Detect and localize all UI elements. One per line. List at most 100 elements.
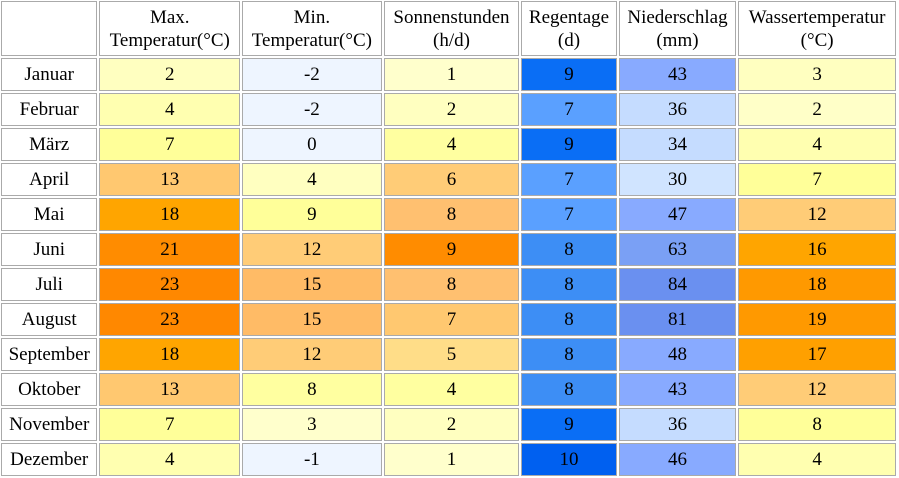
table-row: Januar 2 -2 1 9 43 3 (1, 58, 896, 91)
value-cell: 9 (383, 233, 520, 266)
value-cell: 12 (738, 198, 896, 231)
column-header: Max. Temperatur(°C) (99, 1, 241, 56)
month-cell: November (1, 408, 98, 441)
value-cell: 13 (99, 163, 241, 196)
month-cell: April (1, 163, 98, 196)
value-cell: 36 (618, 408, 737, 441)
value-cell: 8 (242, 373, 382, 406)
value-cell: 6 (383, 163, 520, 196)
value-cell: 23 (99, 268, 241, 301)
value-cell: 4 (99, 93, 241, 126)
value-cell: 43 (618, 373, 737, 406)
value-cell: 10 (521, 443, 617, 476)
table-row: Juni 21 12 9 8 63 16 (1, 233, 896, 266)
value-cell: 48 (618, 338, 737, 371)
value-cell: 7 (383, 303, 520, 336)
value-cell: 9 (242, 198, 382, 231)
value-cell: 19 (738, 303, 896, 336)
value-cell: 43 (618, 58, 737, 91)
value-cell: 12 (242, 233, 382, 266)
value-cell: 21 (99, 233, 241, 266)
month-cell: August (1, 303, 98, 336)
month-cell: Oktober (1, 373, 98, 406)
value-cell: 7 (738, 163, 896, 196)
value-cell: 81 (618, 303, 737, 336)
value-cell: 3 (738, 58, 896, 91)
value-cell: 0 (242, 128, 382, 161)
value-cell: 8 (383, 268, 520, 301)
value-cell: 13 (99, 373, 241, 406)
value-cell: 47 (618, 198, 737, 231)
value-cell: 16 (738, 233, 896, 266)
value-cell: 17 (738, 338, 896, 371)
value-cell: 2 (383, 93, 520, 126)
value-cell: 4 (383, 373, 520, 406)
column-header: Niederschlag (mm) (618, 1, 737, 56)
value-cell: 7 (521, 198, 617, 231)
column-header: Sonnenstunden (h/d) (383, 1, 520, 56)
month-cell: Mai (1, 198, 98, 231)
value-cell: 15 (242, 303, 382, 336)
header-line: (mm) (656, 29, 699, 51)
value-cell: -2 (242, 58, 382, 91)
month-cell: Januar (1, 58, 98, 91)
header-line: Max. (149, 6, 190, 28)
column-header: Min. Temperatur(°C) (242, 1, 382, 56)
header-line: Sonnenstunden (393, 6, 510, 28)
value-cell: 2 (383, 408, 520, 441)
value-cell: -1 (242, 443, 382, 476)
value-cell: 34 (618, 128, 737, 161)
table-row: April 13 4 6 7 30 7 (1, 163, 896, 196)
value-cell: 8 (521, 303, 617, 336)
value-cell: 2 (738, 93, 896, 126)
header-line: (°C) (800, 29, 834, 51)
header-line: (d) (557, 29, 581, 51)
value-cell: 12 (738, 373, 896, 406)
header-line: Temperatur(°C) (109, 29, 230, 51)
header-line: Min. (293, 6, 331, 28)
value-cell: 18 (99, 338, 241, 371)
value-cell: 4 (738, 128, 896, 161)
header-line: Regentage (528, 6, 610, 28)
month-cell: Dezember (1, 443, 98, 476)
value-cell: 5 (383, 338, 520, 371)
value-cell: 18 (738, 268, 896, 301)
value-cell: 30 (618, 163, 737, 196)
value-cell: 36 (618, 93, 737, 126)
value-cell: 15 (242, 268, 382, 301)
value-cell: 8 (383, 198, 520, 231)
header-line: Wassertemperatur (748, 6, 886, 28)
corner-cell (1, 1, 98, 56)
value-cell: 3 (242, 408, 382, 441)
header-row: Max. Temperatur(°C) Min. Temperatur(°C) Sonn… (1, 1, 896, 56)
column-header: Regentage (d) (521, 1, 617, 56)
month-cell: September (1, 338, 98, 371)
table-row: Dezember 4 -1 1 10 46 4 (1, 443, 896, 476)
column-header: Wassertemperatur (°C) (738, 1, 896, 56)
month-cell: Juli (1, 268, 98, 301)
month-cell: März (1, 128, 98, 161)
value-cell: 7 (99, 128, 241, 161)
value-cell: 1 (383, 58, 520, 91)
table-row: März 7 0 4 9 34 4 (1, 128, 896, 161)
table-row: Juli 23 15 8 8 84 18 (1, 268, 896, 301)
value-cell: 12 (242, 338, 382, 371)
table-row: September 18 12 5 8 48 17 (1, 338, 896, 371)
value-cell: 4 (242, 163, 382, 196)
table-row: Mai 18 9 8 7 47 12 (1, 198, 896, 231)
value-cell: -2 (242, 93, 382, 126)
value-cell: 18 (99, 198, 241, 231)
value-cell: 8 (738, 408, 896, 441)
value-cell: 7 (99, 408, 241, 441)
month-cell: Februar (1, 93, 98, 126)
value-cell: 9 (521, 128, 617, 161)
table-row: Oktober 13 8 4 8 43 12 (1, 373, 896, 406)
value-cell: 7 (521, 93, 617, 126)
table-body: Januar 2 -2 1 9 43 3 Februar 4 -2 2 7 36 2 März 7 0 4 9 34 4… (1, 58, 896, 476)
value-cell: 7 (521, 163, 617, 196)
value-cell: 8 (521, 338, 617, 371)
header-line: Niederschlag (627, 6, 728, 28)
header-line: (h/d) (433, 29, 470, 51)
value-cell: 8 (521, 373, 617, 406)
